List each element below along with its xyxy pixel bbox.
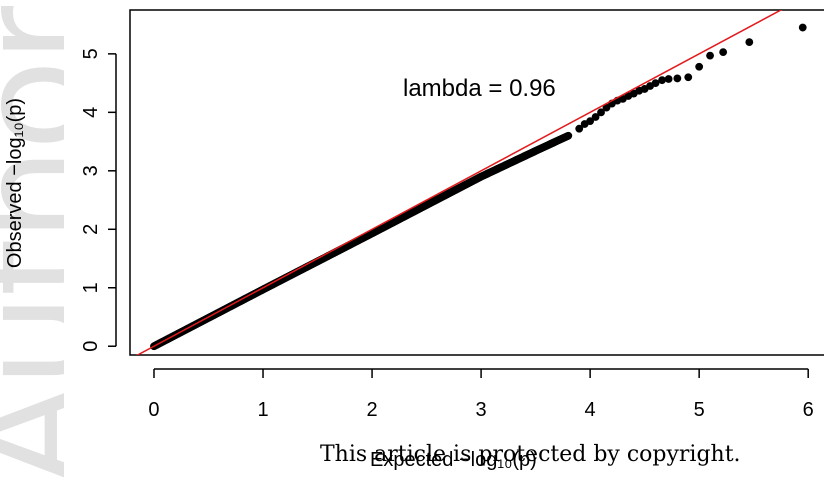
lambda-annotation: lambda = 0.96 [403, 75, 556, 102]
data-point [664, 75, 673, 83]
data-point [602, 103, 611, 112]
y-tick-label: 0 [80, 341, 102, 352]
y-axis: 0 1 2 3 4 5 [80, 48, 117, 352]
y-tick-label: 3 [80, 165, 102, 176]
data-point [673, 74, 682, 83]
x-axis-title: Expected −log₁₀(p) [370, 449, 537, 471]
y-tick-label: 1 [80, 282, 102, 293]
data-point [706, 51, 714, 60]
data-point [651, 79, 660, 87]
data-point [719, 48, 728, 57]
x-tick-label: 1 [257, 399, 268, 421]
data-point [684, 73, 693, 82]
y-axis-title: Observed −log₁₀(p) [4, 98, 26, 268]
x-tick-label: 5 [694, 399, 705, 421]
copyright-notice: This article is protected by copyright. [320, 442, 741, 467]
data-point [586, 117, 595, 126]
x-tick-label: 4 [585, 399, 596, 421]
data-point [658, 76, 666, 85]
data-point [597, 108, 605, 117]
x-tick-label: 3 [476, 399, 487, 421]
data-point [575, 124, 584, 133]
data-point [745, 38, 754, 47]
data-point [798, 23, 807, 32]
x-tick-label: 0 [148, 399, 159, 421]
x-tick-label: 2 [366, 399, 377, 421]
x-axis: 0 1 2 3 4 5 6 [148, 368, 814, 421]
y-tick-label: 4 [80, 107, 102, 118]
x-tick-label: 6 [803, 399, 814, 421]
plot-frame [129, 9, 824, 356]
data-points [150, 23, 807, 351]
reference-line [136, 10, 783, 355]
data-point [695, 62, 704, 71]
data-point [564, 131, 573, 140]
data-point [591, 113, 600, 121]
y-tick-label: 2 [80, 224, 102, 235]
y-tick-label: 5 [80, 48, 102, 59]
